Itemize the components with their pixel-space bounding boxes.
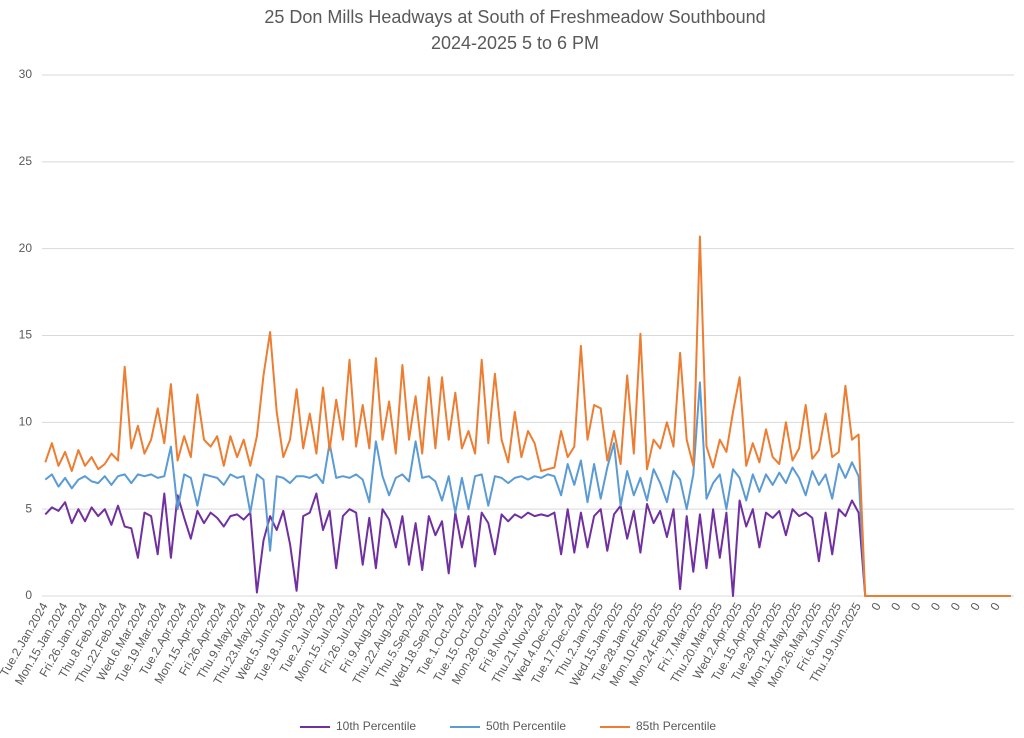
x-tick-label: 0 — [868, 600, 884, 613]
legend-label: 10th Percentile — [336, 719, 416, 733]
x-tick-label: 0 — [908, 600, 924, 613]
series-line — [44, 381, 1011, 597]
chart-subtitle: 2024-2025 5 to 6 PM — [431, 33, 599, 53]
y-tick-label: 5 — [25, 501, 32, 515]
x-tick-label: 0 — [968, 600, 984, 613]
x-tick-label: 0 — [987, 600, 1003, 613]
y-tick-label: 30 — [19, 67, 33, 81]
y-tick-label: 0 — [25, 588, 32, 602]
series-line — [44, 235, 1011, 597]
y-tick-label: 25 — [19, 154, 33, 168]
y-tick-label: 15 — [19, 328, 33, 342]
y-tick-label: 20 — [19, 241, 33, 255]
x-tick-label: 0 — [928, 600, 944, 613]
series-line — [44, 492, 1011, 597]
legend-label: 50th Percentile — [486, 719, 566, 733]
chart-title: 25 Don Mills Headways at South of Freshm… — [264, 7, 765, 27]
y-tick-label: 10 — [19, 415, 33, 429]
legend-label: 85th Percentile — [636, 719, 716, 733]
x-tick-label: 0 — [948, 600, 964, 613]
x-tick-label: 0 — [888, 600, 904, 613]
